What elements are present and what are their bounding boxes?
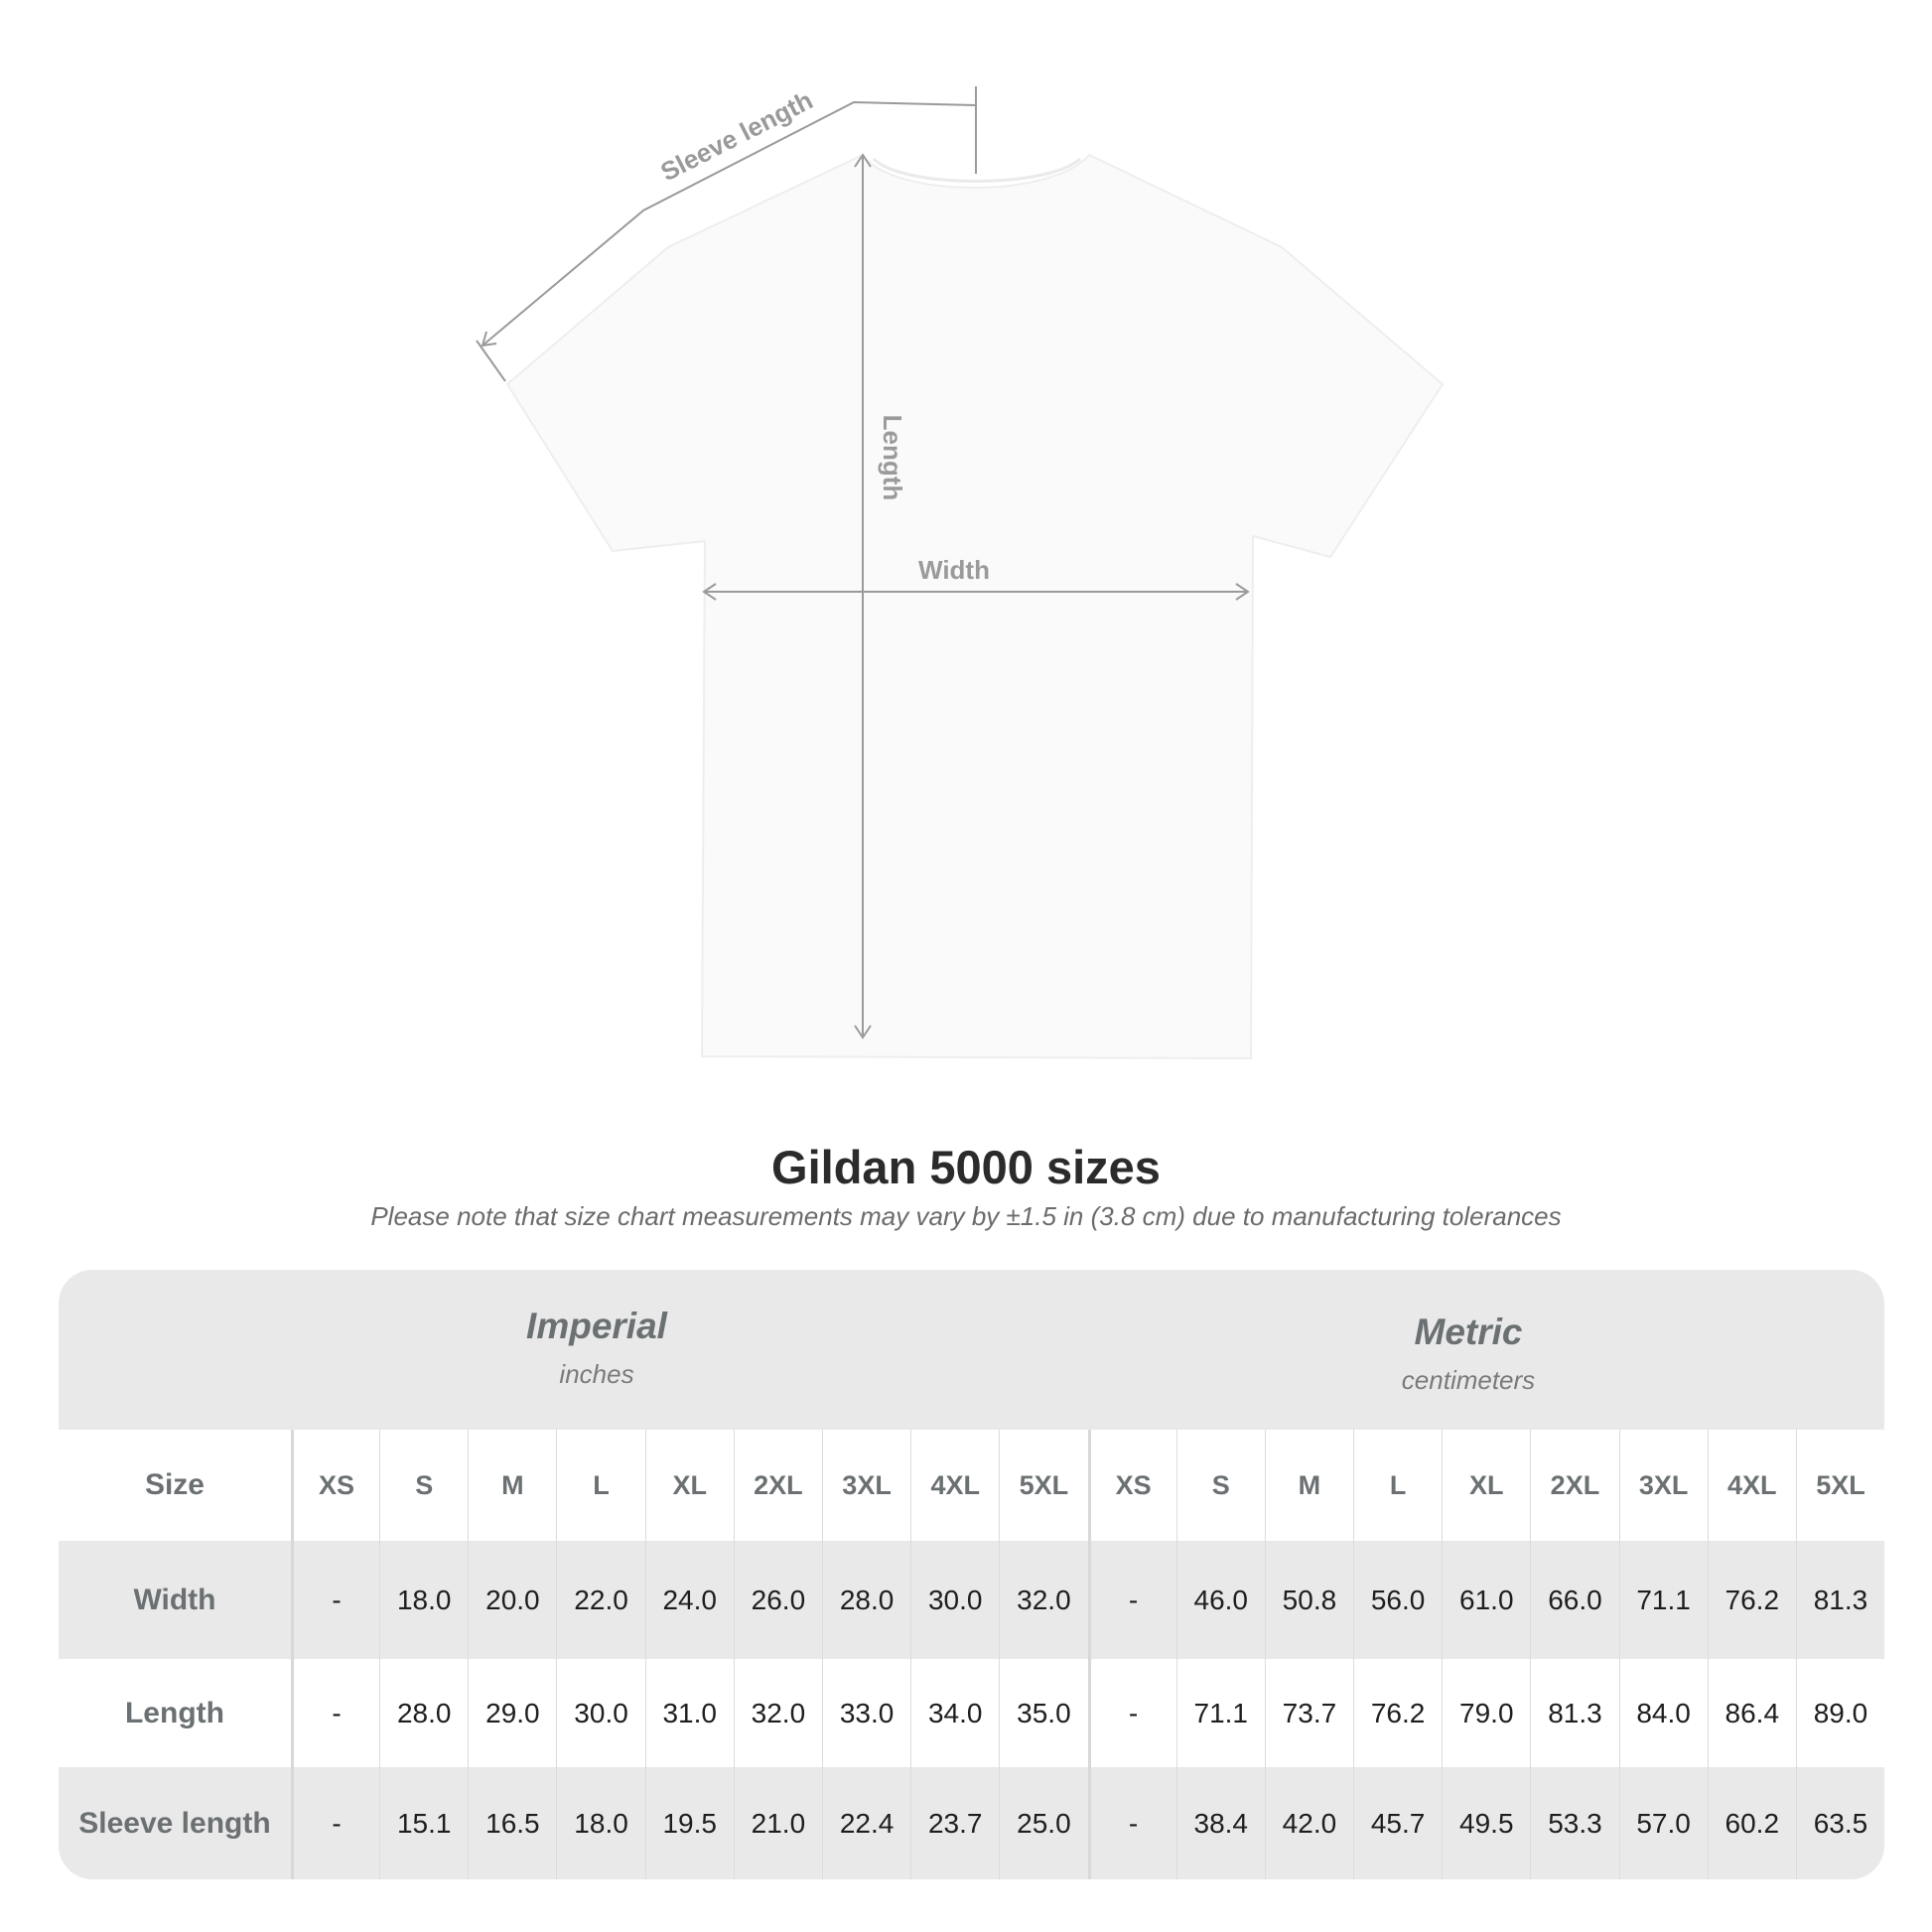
imperial-value: 22.4 xyxy=(821,1767,910,1879)
metric-size-3xl: 3XL xyxy=(1618,1430,1708,1541)
imperial-size-s: S xyxy=(379,1430,468,1541)
metric-value: 76.2 xyxy=(1707,1541,1796,1659)
metric-value: 71.1 xyxy=(1618,1541,1708,1659)
imperial-header: Imperial inches xyxy=(299,1306,895,1390)
imperial-unit: inches xyxy=(559,1359,634,1389)
imperial-value: 18.0 xyxy=(379,1541,468,1659)
table-row: Sleeve length -15.1 16.5 18.0 19.5 21.0 22.4 23… xyxy=(59,1767,1884,1879)
metric-value: 45.7 xyxy=(1353,1767,1442,1879)
metric-value: 60.2 xyxy=(1707,1767,1796,1879)
tolerance-note: Please note that size chart measurements… xyxy=(370,1201,1562,1231)
metric-value: 89.0 xyxy=(1795,1659,1884,1767)
tshirt-diagram: Width Length Sleeve length xyxy=(476,85,1445,1060)
row-label: Width xyxy=(133,1583,216,1616)
size-chart-table: Imperial inches Metric centimeters Size X… xyxy=(59,1270,1884,1879)
sleeve-length-label: Sleeve length xyxy=(655,85,817,188)
imperial-value: 21.0 xyxy=(733,1767,822,1879)
imperial-value: 33.0 xyxy=(821,1659,910,1767)
imperial-value: 22.0 xyxy=(556,1541,644,1659)
metric-value: 50.8 xyxy=(1264,1541,1353,1659)
table-row: Length -28.0 29.0 30.0 31.0 32.0 33.0 34.0 35.0-… xyxy=(59,1659,1884,1767)
imperial-size-xs: XS xyxy=(290,1430,379,1541)
metric-value: 57.0 xyxy=(1618,1767,1708,1879)
metric-value: - xyxy=(1087,1767,1176,1879)
metric-value: 56.0 xyxy=(1353,1541,1442,1659)
size-label: Size xyxy=(144,1468,205,1501)
metric-value: 73.7 xyxy=(1264,1659,1353,1767)
units-header xyxy=(59,1270,1884,1430)
metric-value: 46.0 xyxy=(1175,1541,1265,1659)
imperial-value: 32.0 xyxy=(733,1659,822,1767)
width-label: Width xyxy=(918,555,990,585)
imperial-value: 34.0 xyxy=(910,1659,999,1767)
imperial-title: Imperial xyxy=(526,1306,667,1346)
metric-size-l: L xyxy=(1353,1430,1442,1541)
metric-size-m: M xyxy=(1264,1430,1353,1541)
imperial-size-3xl: 3XL xyxy=(821,1430,910,1541)
metric-value: 81.3 xyxy=(1795,1541,1884,1659)
metric-size-s: S xyxy=(1175,1430,1265,1541)
imperial-value: 31.0 xyxy=(644,1659,734,1767)
metric-value: 81.3 xyxy=(1530,1659,1618,1767)
metric-value: 61.0 xyxy=(1442,1541,1530,1659)
imperial-value: - xyxy=(290,1541,379,1659)
metric-size-xl: XL xyxy=(1442,1430,1530,1541)
imperial-value: 28.0 xyxy=(821,1541,910,1659)
metric-value: 42.0 xyxy=(1264,1767,1353,1879)
metric-size-4xl: 4XL xyxy=(1707,1430,1796,1541)
imperial-value: 25.0 xyxy=(999,1767,1087,1879)
metric-value: 53.3 xyxy=(1530,1767,1618,1879)
imperial-size-xl: XL xyxy=(644,1430,734,1541)
page-title: Gildan 5000 sizes xyxy=(771,1141,1161,1193)
imperial-value: 23.7 xyxy=(910,1767,999,1879)
metric-value: - xyxy=(1087,1659,1176,1767)
imperial-size-5xl: 5XL xyxy=(999,1430,1087,1541)
imperial-size-l: L xyxy=(556,1430,644,1541)
size-header-row: Size XS S M L XL 2XL 3XL 4XL 5XL XS S M L XL 2XL 3XL 4XL 5… xyxy=(59,1430,1884,1541)
metric-value: 86.4 xyxy=(1707,1659,1796,1767)
imperial-size-2xl: 2XL xyxy=(733,1430,822,1541)
metric-value: 71.1 xyxy=(1175,1659,1265,1767)
imperial-value: 24.0 xyxy=(644,1541,734,1659)
metric-value: - xyxy=(1087,1541,1176,1659)
metric-value: 49.5 xyxy=(1442,1767,1530,1879)
imperial-value: 18.0 xyxy=(556,1767,644,1879)
metric-value: 84.0 xyxy=(1618,1659,1708,1767)
imperial-value: - xyxy=(290,1659,379,1767)
metric-value: 63.5 xyxy=(1795,1767,1884,1879)
imperial-value: 26.0 xyxy=(733,1541,822,1659)
tshirt-shape xyxy=(505,153,1445,1060)
imperial-size-4xl: 4XL xyxy=(910,1430,999,1541)
metric-unit: centimeters xyxy=(1401,1365,1536,1395)
imperial-value: 19.5 xyxy=(644,1767,734,1879)
imperial-value: 20.0 xyxy=(468,1541,556,1659)
metric-header: Metric centimeters xyxy=(1171,1311,1766,1396)
table-row: Width -18.0 20.0 22.0 24.0 26.0 28.0 30.0 32.0-4… xyxy=(59,1541,1884,1659)
imperial-value: - xyxy=(290,1767,379,1879)
imperial-value: 16.5 xyxy=(468,1767,556,1879)
row-label: Length xyxy=(124,1696,224,1729)
sleeve-measure-line xyxy=(482,100,977,346)
metric-size-5xl: 5XL xyxy=(1795,1430,1884,1541)
metric-value: 38.4 xyxy=(1175,1767,1265,1879)
metric-value: 76.2 xyxy=(1353,1659,1442,1767)
imperial-size-m: M xyxy=(468,1430,556,1541)
length-label: Length xyxy=(878,415,907,501)
imperial-value: 32.0 xyxy=(999,1541,1087,1659)
imperial-value: 30.0 xyxy=(910,1541,999,1659)
metric-size-xs: XS xyxy=(1087,1430,1176,1541)
metric-title: Metric xyxy=(1414,1311,1523,1352)
imperial-value: 30.0 xyxy=(556,1659,644,1767)
imperial-value: 29.0 xyxy=(468,1659,556,1767)
imperial-value: 28.0 xyxy=(379,1659,468,1767)
metric-size-2xl: 2XL xyxy=(1530,1430,1618,1541)
metric-value: 66.0 xyxy=(1530,1541,1618,1659)
row-label: Sleeve length xyxy=(78,1806,271,1840)
imperial-value: 35.0 xyxy=(999,1659,1087,1767)
metric-value: 79.0 xyxy=(1442,1659,1530,1767)
imperial-value: 15.1 xyxy=(379,1767,468,1879)
